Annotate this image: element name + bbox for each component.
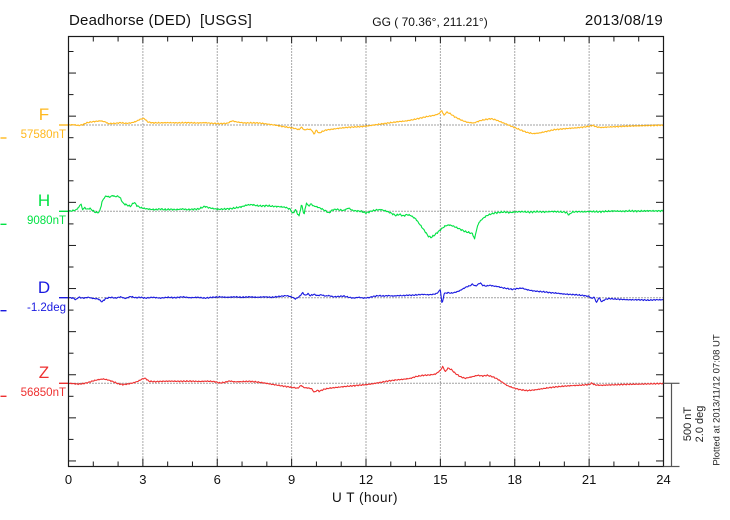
trace-D [68, 282, 664, 303]
channel-z-baseline-value: 56850nT [20, 387, 66, 400]
channel-h-label: H [37, 191, 51, 211]
channel-d-baseline-value: -1.2deg [26, 301, 66, 314]
channel-z-label: Z [38, 363, 50, 383]
x-tick-label: 21 [581, 472, 597, 487]
x-tick-label: 6 [213, 472, 221, 487]
trace-H [68, 194, 664, 240]
trace-F [68, 110, 664, 135]
plotted-timestamp-note: Plotted at 2013/11/12 07:08 UT [711, 334, 723, 466]
x-tick-label: 0 [64, 472, 73, 487]
channel-d-label: D [37, 277, 51, 297]
channel-f-baseline-value: 57580nT [20, 129, 66, 141]
x-tick-label: 24 [656, 472, 671, 487]
x-tick-label: 15 [433, 472, 448, 487]
channel-f-label: F [38, 105, 50, 124]
geographic-coordinates: GG ( 70.36°, 211.21°) [372, 15, 488, 29]
plot-date: 2013/08/19 [584, 12, 663, 29]
scale-bar-deg-label: 2.0 deg [694, 405, 706, 443]
station-title: Deadhorse (DED) [USGS] [69, 12, 252, 29]
x-tick-label: 9 [288, 472, 296, 487]
channel-h-baseline-value: 9080nT [26, 215, 66, 228]
trace-Z [68, 365, 664, 393]
x-tick-label: 18 [507, 472, 522, 487]
x-axis-title: U T (hour) [331, 490, 399, 505]
scale-bar-nt-label: 500 nT [682, 406, 694, 442]
x-tick-label: 12 [358, 472, 374, 487]
x-tick-label: 3 [139, 472, 147, 487]
